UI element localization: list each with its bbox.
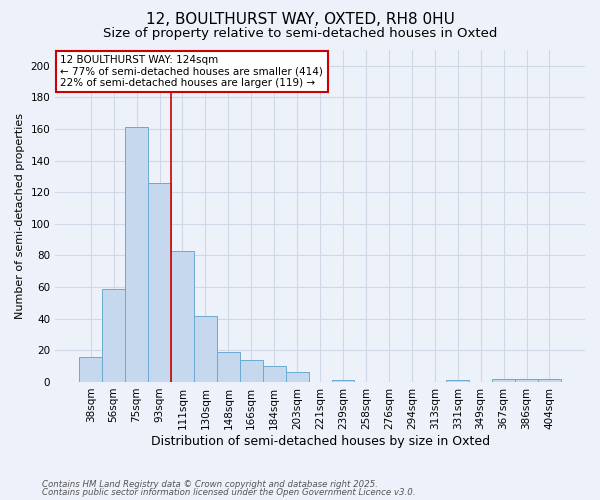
Bar <box>171 251 194 382</box>
Text: 12, BOULTHURST WAY, OXTED, RH8 0HU: 12, BOULTHURST WAY, OXTED, RH8 0HU <box>146 12 454 28</box>
Bar <box>515 379 538 382</box>
Text: Contains public sector information licensed under the Open Government Licence v3: Contains public sector information licen… <box>42 488 415 497</box>
Bar <box>492 379 515 382</box>
Bar <box>79 356 102 382</box>
Text: Contains HM Land Registry data © Crown copyright and database right 2025.: Contains HM Land Registry data © Crown c… <box>42 480 378 489</box>
Bar <box>194 316 217 382</box>
Bar <box>263 366 286 382</box>
Bar <box>102 288 125 382</box>
Text: Size of property relative to semi-detached houses in Oxted: Size of property relative to semi-detach… <box>103 28 497 40</box>
Y-axis label: Number of semi-detached properties: Number of semi-detached properties <box>15 113 25 319</box>
Text: 12 BOULTHURST WAY: 124sqm
← 77% of semi-detached houses are smaller (414)
22% of: 12 BOULTHURST WAY: 124sqm ← 77% of semi-… <box>61 55 323 88</box>
X-axis label: Distribution of semi-detached houses by size in Oxted: Distribution of semi-detached houses by … <box>151 434 490 448</box>
Bar <box>446 380 469 382</box>
Bar <box>538 379 561 382</box>
Bar <box>217 352 240 382</box>
Bar <box>332 380 355 382</box>
Bar <box>286 372 308 382</box>
Bar <box>240 360 263 382</box>
Bar <box>125 128 148 382</box>
Bar <box>148 183 171 382</box>
